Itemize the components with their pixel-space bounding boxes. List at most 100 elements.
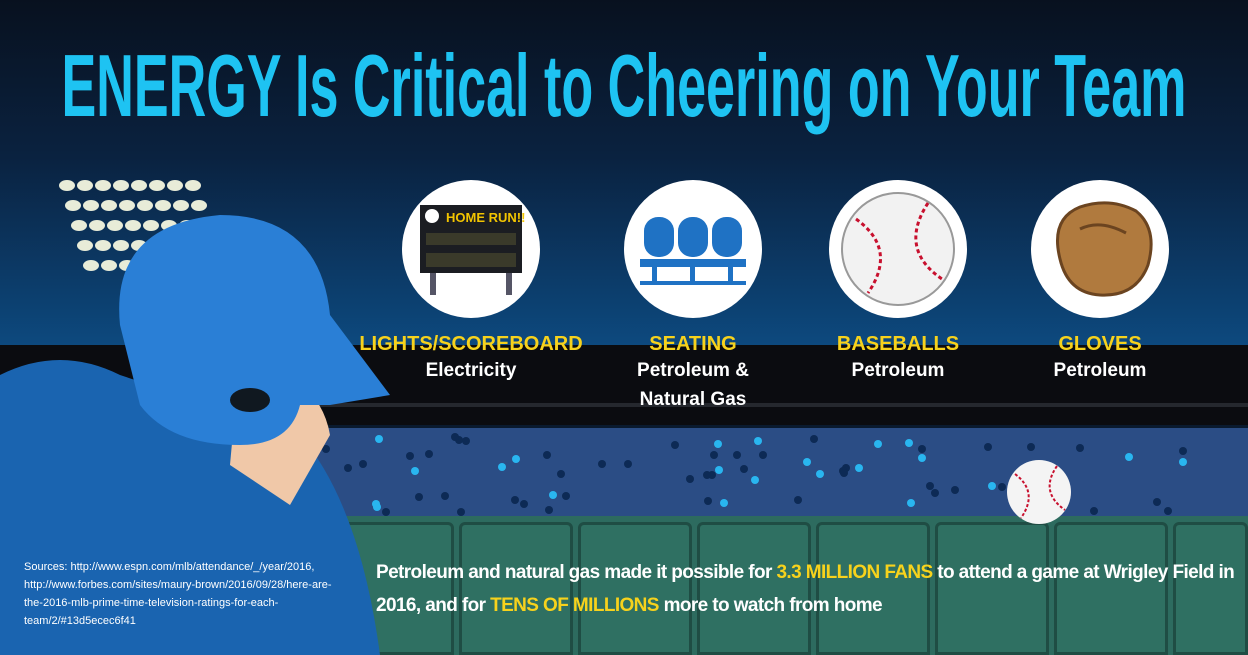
crowd-dot (703, 470, 712, 479)
light-bulb (83, 200, 99, 211)
crowd-dot (548, 491, 557, 500)
light-bulb (95, 240, 111, 251)
crowd-dot (343, 464, 352, 473)
light-bulb (77, 180, 93, 191)
item-heading: GLOVES (1058, 333, 1142, 355)
crowd-dot (373, 503, 382, 512)
statement-highlight: TENS OF MILLIONS (490, 595, 659, 616)
light-bulb (65, 200, 81, 211)
item-heading: LIGHTS/SCOREBOARD (359, 333, 583, 355)
light-bulb (113, 180, 129, 191)
wall-panel (1173, 522, 1248, 655)
item-energy-source: Petroleum (851, 360, 945, 381)
crowd-dot (926, 482, 935, 491)
crowd-dot (987, 481, 996, 490)
crowd-dot (758, 450, 767, 459)
crowd-dot (803, 458, 812, 467)
crowd-dot (1124, 453, 1133, 462)
light-bulb (125, 220, 141, 231)
crowd-dot (918, 454, 927, 463)
item-heading: BASEBALLS (836, 333, 960, 355)
crowd-dot (931, 489, 940, 498)
item-gloves: GLOVES Petroleum (980, 333, 1220, 385)
crowd-dot (918, 445, 927, 453)
crowd-dot (561, 492, 570, 501)
crowd-dot (671, 441, 680, 450)
statement-text: Petroleum and natural gas made it possib… (376, 562, 777, 583)
light-bulb (161, 220, 177, 231)
crowd-dot (703, 496, 712, 505)
light-bulb (77, 240, 93, 251)
crowd-dot (542, 450, 551, 459)
light-bulb (101, 260, 117, 271)
light-bulb (137, 200, 153, 211)
wall-panel (697, 522, 811, 655)
wall-panel (935, 522, 1049, 655)
crowd-dot (874, 439, 883, 448)
light-bulb (155, 200, 171, 211)
light-bulb (119, 200, 135, 211)
light-bulb (83, 260, 99, 271)
crowd-dot (1089, 506, 1098, 515)
crowd-dot (751, 475, 760, 484)
crowd-dot (425, 450, 434, 458)
crowd-dot (557, 470, 566, 479)
light-bulb (149, 180, 165, 191)
light-bulb (167, 180, 183, 191)
crowd-dot (451, 433, 460, 442)
crowd-dot (854, 463, 863, 472)
wall-panel (459, 522, 573, 655)
crowd-dot (950, 486, 959, 495)
light-bulb (107, 220, 123, 231)
crowd-dot (710, 450, 718, 459)
crowd-dot (1027, 443, 1036, 452)
crowd-dot (597, 460, 606, 469)
crowd-dot (545, 505, 554, 514)
light-bulb (131, 240, 147, 251)
crowd-dot (907, 499, 916, 508)
batter-illustration (0, 215, 391, 655)
wall-panel (816, 522, 930, 655)
crowd-dot (707, 471, 716, 480)
crowd-dot (456, 507, 465, 516)
glove-icon (1031, 180, 1169, 318)
crowd-dot (623, 459, 632, 468)
crowd-dot (904, 438, 913, 447)
crowd-dot (719, 499, 728, 508)
sources-text: Sources: http://www.espn.com/mlb/attenda… (24, 561, 332, 627)
crowd-dot (462, 436, 471, 445)
item-energy-source: Electricity (425, 360, 517, 381)
item-energy-source: Petroleum (1053, 360, 1147, 381)
light-bulb (71, 220, 87, 231)
light-bulb (101, 200, 117, 211)
crowd-dot (1178, 457, 1187, 466)
crowd-dot (415, 493, 424, 502)
crowd-dot (810, 434, 819, 443)
light-bulb (95, 180, 111, 191)
light-bulb (113, 240, 129, 251)
crowd-dot (754, 436, 763, 445)
crowd-dot (840, 468, 849, 477)
page-title: ENERGY Is Critical to Cheering on Your T… (62, 36, 1187, 135)
crowd-dot (375, 434, 384, 443)
crowd-dot (714, 466, 723, 475)
light-bulb (173, 200, 189, 211)
baseball-icon (1007, 460, 1071, 524)
seating-icon (624, 180, 762, 318)
item-heading: SEATING (649, 333, 737, 355)
statement-text: more to watch from home (658, 595, 883, 616)
crowd-dot (1152, 498, 1161, 507)
crowd-dot (511, 496, 520, 505)
crowd-dot (1179, 447, 1188, 456)
crowd-dot (411, 466, 420, 475)
energy-statement: Petroleum and natural gas made it possib… (376, 556, 1236, 622)
crowd-dot (983, 443, 992, 452)
crowd-dot (815, 470, 824, 479)
light-row (58, 178, 218, 198)
scoreboard-icon: HOME RUN!!! (402, 180, 540, 318)
scoreboard-text: HOME RUN!!! (446, 210, 526, 225)
wall-panel (1054, 522, 1168, 655)
light-row (64, 198, 218, 218)
crowd-dot (519, 500, 528, 509)
crowd-dot (714, 439, 723, 448)
